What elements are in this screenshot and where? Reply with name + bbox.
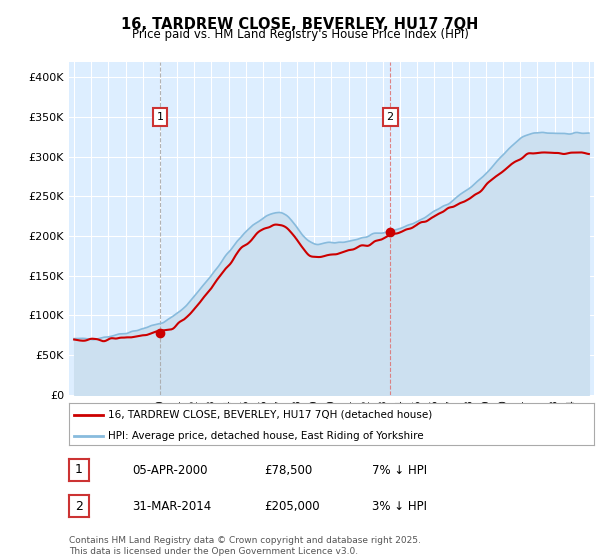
Text: 1: 1 (157, 112, 163, 122)
Text: £205,000: £205,000 (264, 500, 320, 514)
Text: 16, TARDREW CLOSE, BEVERLEY, HU17 7QH: 16, TARDREW CLOSE, BEVERLEY, HU17 7QH (121, 17, 479, 32)
Text: 1: 1 (75, 463, 83, 477)
Text: £78,500: £78,500 (264, 464, 312, 477)
Text: Contains HM Land Registry data © Crown copyright and database right 2025.
This d: Contains HM Land Registry data © Crown c… (69, 536, 421, 556)
Text: HPI: Average price, detached house, East Riding of Yorkshire: HPI: Average price, detached house, East… (109, 431, 424, 441)
Text: Price paid vs. HM Land Registry's House Price Index (HPI): Price paid vs. HM Land Registry's House … (131, 28, 469, 41)
Text: 2: 2 (386, 112, 394, 122)
Text: 2: 2 (75, 500, 83, 513)
Text: 05-APR-2000: 05-APR-2000 (132, 464, 208, 477)
Text: 16, TARDREW CLOSE, BEVERLEY, HU17 7QH (detached house): 16, TARDREW CLOSE, BEVERLEY, HU17 7QH (d… (109, 410, 433, 420)
Text: 31-MAR-2014: 31-MAR-2014 (132, 500, 211, 514)
Text: 7% ↓ HPI: 7% ↓ HPI (372, 464, 427, 477)
Text: 3% ↓ HPI: 3% ↓ HPI (372, 500, 427, 514)
